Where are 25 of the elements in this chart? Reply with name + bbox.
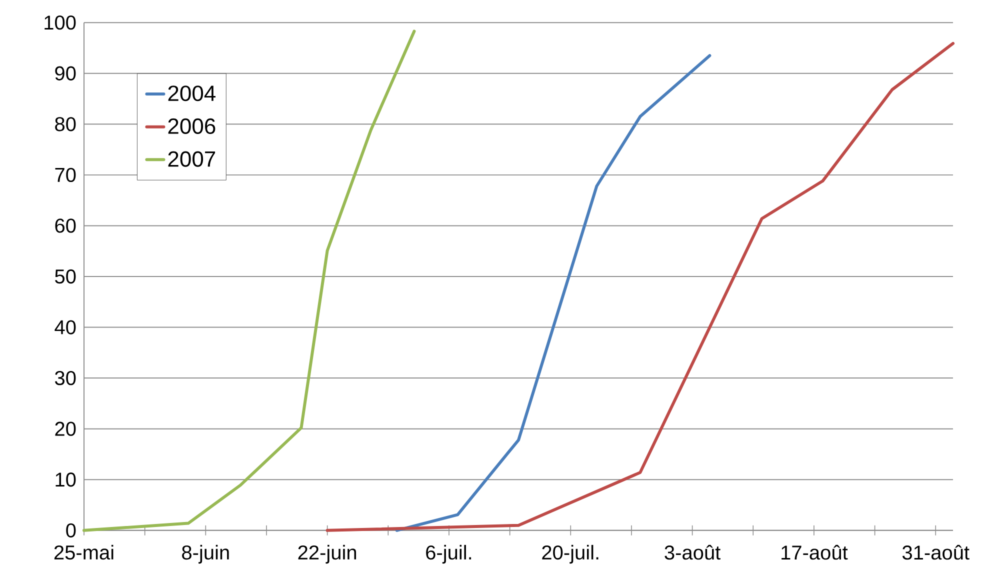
y-tick-label: 50 [55,269,76,284]
x-tick-label: 20-juil. [542,544,598,564]
x-tick-label: 22-juin [298,544,356,564]
y-tick-label: 70 [55,168,76,182]
y-tick-label: 40 [54,320,76,334]
line-series [395,54,712,532]
y-tick-label: 10 [56,472,76,487]
x-tick-label: 3-août [664,544,720,560]
y-tick-label: 100 [44,16,76,30]
y-tick-label: 80 [55,117,76,132]
y-tick-label: 60 [55,218,76,233]
y-tick-label: 30 [55,370,76,386]
x-tick-label: 17-août [782,544,848,560]
y-tick-label: 20 [55,422,76,436]
x-tick-label: 8-juin [182,544,229,564]
legend-label: 2007 [168,151,216,167]
line-series [326,42,955,532]
y-tick-label: 90 [55,66,76,80]
x-tick-label: 25-mai [54,544,114,560]
legend-label: 2006 [168,118,216,134]
y-tick-label: 0 [66,523,76,538]
line-series [82,30,416,532]
x-tick-label: 6-juil. [426,544,472,564]
x-tick-label: 31-août [902,544,970,560]
legend-label: 2004 [168,86,216,102]
